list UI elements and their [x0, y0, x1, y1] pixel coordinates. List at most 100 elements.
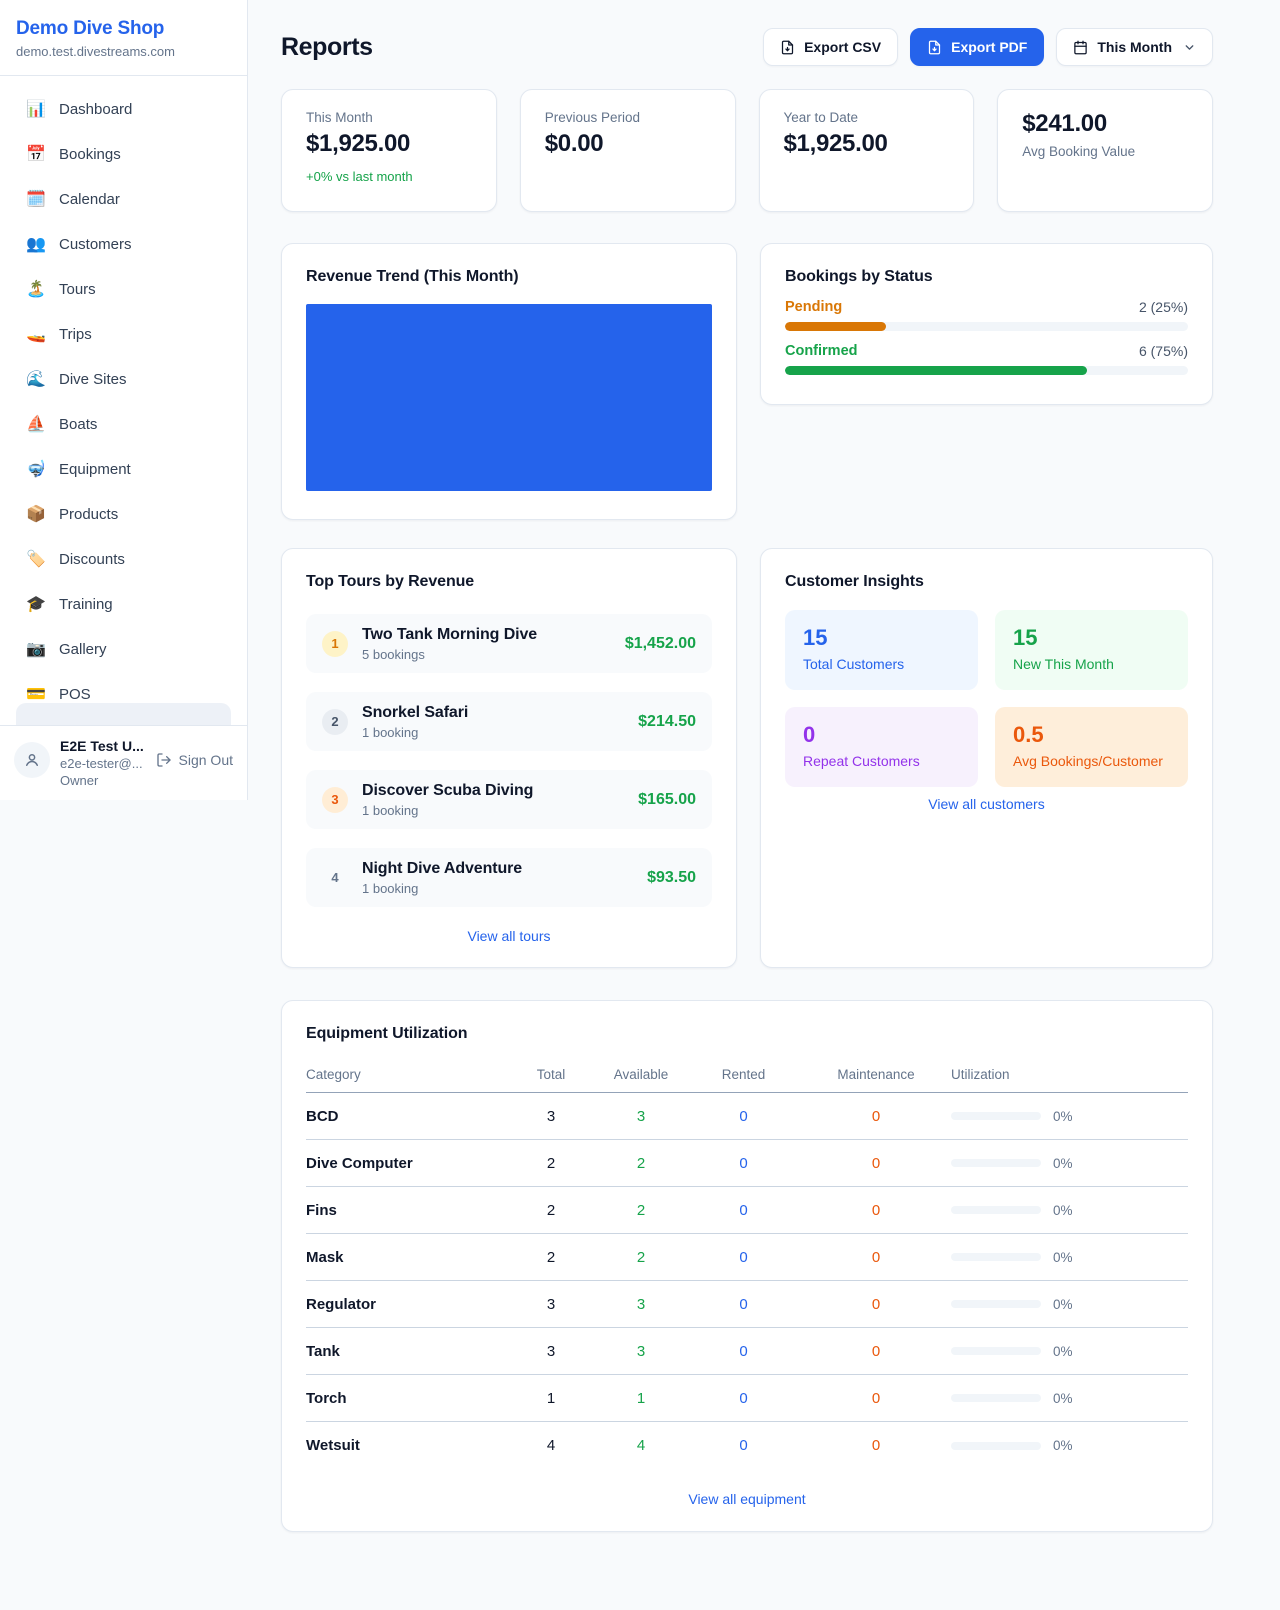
- user-name: E2E Test U...: [60, 738, 144, 754]
- cell-rented: 0: [739, 1107, 748, 1125]
- utilization-bar-track: [951, 1347, 1041, 1355]
- sidebar-item-gallery[interactable]: 📷 Gallery: [16, 630, 231, 668]
- utilization-label: 0%: [1053, 1249, 1073, 1265]
- status-label: Pending: [785, 299, 843, 315]
- nav-item-icon: 📅: [26, 146, 46, 163]
- column-header-available: Available: [613, 1067, 669, 1082]
- export-csv-button[interactable]: Export CSV: [763, 28, 899, 66]
- revenue-trend-card: Revenue Trend (This Month): [281, 243, 737, 520]
- nav-item-label: Dive Sites: [59, 370, 127, 388]
- user-footer: E2E Test U... e2e-tester@... Owner Sign …: [0, 725, 247, 800]
- nav-item-label: Dashboard: [59, 100, 133, 118]
- cell-rented: 0: [739, 1342, 748, 1360]
- sidebar-item-equipment[interactable]: 🤿 Equipment: [16, 450, 231, 488]
- cell-maintenance: 0: [871, 1154, 881, 1172]
- cell-maintenance: 0: [871, 1107, 881, 1125]
- nav-item-icon: 🗓️: [26, 191, 46, 208]
- nav-item-label: Tours: [59, 280, 96, 298]
- insight-value: 15: [803, 625, 828, 650]
- equipment-row: Dive Computer 2 2 0 0 0%: [306, 1140, 1188, 1187]
- insight-tile: 0.5 Avg Bookings/Customer: [995, 707, 1188, 787]
- nav-item-icon: 🌊: [26, 371, 46, 388]
- cell-total: 3: [546, 1107, 556, 1125]
- sidebar-nav: 📊 Dashboard 📅 Bookings 🗓️ Calendar 👥 Cus…: [0, 76, 247, 704]
- sidebar-item-dashboard[interactable]: 📊 Dashboard: [16, 90, 231, 128]
- equipment-title: Equipment Utilization: [306, 1025, 468, 1042]
- utilization-bar-track: [951, 1253, 1041, 1261]
- nav-item-label: Bookings: [59, 145, 121, 163]
- status-bar-track: [785, 322, 1188, 331]
- status-bar-fill: [785, 322, 886, 331]
- nav-item-icon: 🏷️: [26, 551, 46, 568]
- status-count: 6 (75%): [1138, 343, 1188, 359]
- nav-item-icon: 🚤: [26, 326, 46, 343]
- sidebar-item-training[interactable]: 🎓 Training: [16, 585, 231, 623]
- top-tours-card: Top Tours by Revenue 1 Two Tank Morning …: [281, 548, 737, 968]
- sidebar-item-customers[interactable]: 👥 Customers: [16, 225, 231, 263]
- cell-maintenance: 0: [871, 1295, 881, 1313]
- chevron-down-icon: [1185, 44, 1194, 50]
- cell-available: 4: [636, 1437, 646, 1454]
- insight-tile: 15 Total Customers: [785, 610, 978, 690]
- utilization-label: 0%: [1053, 1296, 1073, 1312]
- cell-rented: 0: [739, 1201, 748, 1219]
- utilization-bar-track: [951, 1394, 1041, 1402]
- cell-category: Dive Computer: [306, 1154, 413, 1172]
- top-tours-title: Top Tours by Revenue: [306, 573, 475, 590]
- cell-rented: 0: [739, 1248, 748, 1266]
- sidebar-item-boats[interactable]: ⛵ Boats: [16, 405, 231, 443]
- nav-item-label: Customers: [59, 235, 132, 253]
- stat-label: This Month: [306, 110, 373, 125]
- nav-item-icon: 🤿: [26, 461, 46, 478]
- stat-value: $1,925.00: [783, 130, 888, 157]
- column-header-utilization: Utilization: [951, 1067, 1010, 1082]
- column-header-maintenance: Maintenance: [837, 1067, 915, 1082]
- sidebar-item-products[interactable]: 📦 Products: [16, 495, 231, 533]
- sidebar-item-calendar[interactable]: 🗓️ Calendar: [16, 180, 231, 218]
- cell-total: 3: [546, 1295, 556, 1313]
- nav-item-label: Products: [59, 505, 119, 523]
- sign-out-button[interactable]: Sign Out: [156, 752, 233, 768]
- tour-row: 4 Night Dive Adventure 1 booking $93.50: [306, 848, 712, 907]
- export-pdf-label: Export PDF: [951, 39, 1028, 55]
- sidebar-item-trips[interactable]: 🚤 Trips: [16, 315, 231, 353]
- sidebar-item-partial[interactable]: [16, 703, 231, 725]
- status-rows: Pending 2 (25%) Confirmed 6 (75%): [785, 299, 1188, 375]
- user-role: Owner: [60, 773, 99, 788]
- tour-name: Snorkel Safari: [362, 703, 469, 721]
- view-all-equipment-link[interactable]: View all equipment: [688, 1491, 806, 1507]
- cell-available: 3: [636, 1342, 646, 1360]
- tour-revenue: $214.50: [638, 712, 696, 730]
- sign-out-label: Sign Out: [178, 752, 233, 768]
- tour-name: Two Tank Morning Dive: [362, 625, 538, 643]
- view-all-tours-link[interactable]: View all tours: [467, 928, 551, 944]
- period-selector[interactable]: This Month: [1056, 28, 1213, 66]
- view-all-customers-link[interactable]: View all customers: [928, 796, 1045, 812]
- tour-revenue: $93.50: [647, 868, 696, 886]
- nav-item-label: Training: [59, 595, 113, 613]
- cell-maintenance: 0: [871, 1201, 881, 1219]
- sidebar-item-pos[interactable]: 💳 POS: [16, 675, 231, 704]
- cell-total: 4: [546, 1437, 556, 1454]
- sidebar-header: Demo Dive Shop demo.test.divestreams.com: [0, 0, 247, 76]
- utilization-label: 0%: [1053, 1343, 1073, 1359]
- sidebar-item-tours[interactable]: 🏝️ Tours: [16, 270, 231, 308]
- export-pdf-button[interactable]: Export PDF: [910, 28, 1045, 66]
- utilization-label: 0%: [1053, 1438, 1073, 1453]
- tour-bookings: 5 bookings: [362, 646, 425, 662]
- insight-tile: 15 New This Month: [995, 610, 1188, 690]
- stat-value: $241.00: [1022, 110, 1107, 137]
- stat-value: $0.00: [544, 130, 604, 157]
- utilization-bar-track: [951, 1112, 1041, 1120]
- cell-category: BCD: [306, 1107, 339, 1125]
- equipment-row: Mask 2 2 0 0 0%: [306, 1234, 1188, 1281]
- sidebar-item-discounts[interactable]: 🏷️ Discounts: [16, 540, 231, 578]
- page-header: Reports Export CSV Export PDF This Month: [281, 28, 1213, 66]
- equipment-row: Regulator 3 3 0 0 0%: [306, 1281, 1188, 1328]
- insight-value: 15: [1013, 625, 1038, 650]
- sidebar-item-dive-sites[interactable]: 🌊 Dive Sites: [16, 360, 231, 398]
- nav-item-icon: 💳: [26, 686, 46, 703]
- page-title: Reports: [281, 32, 373, 61]
- insight-label: Avg Bookings/Customer: [1013, 753, 1163, 769]
- sidebar-item-bookings[interactable]: 📅 Bookings: [16, 135, 231, 173]
